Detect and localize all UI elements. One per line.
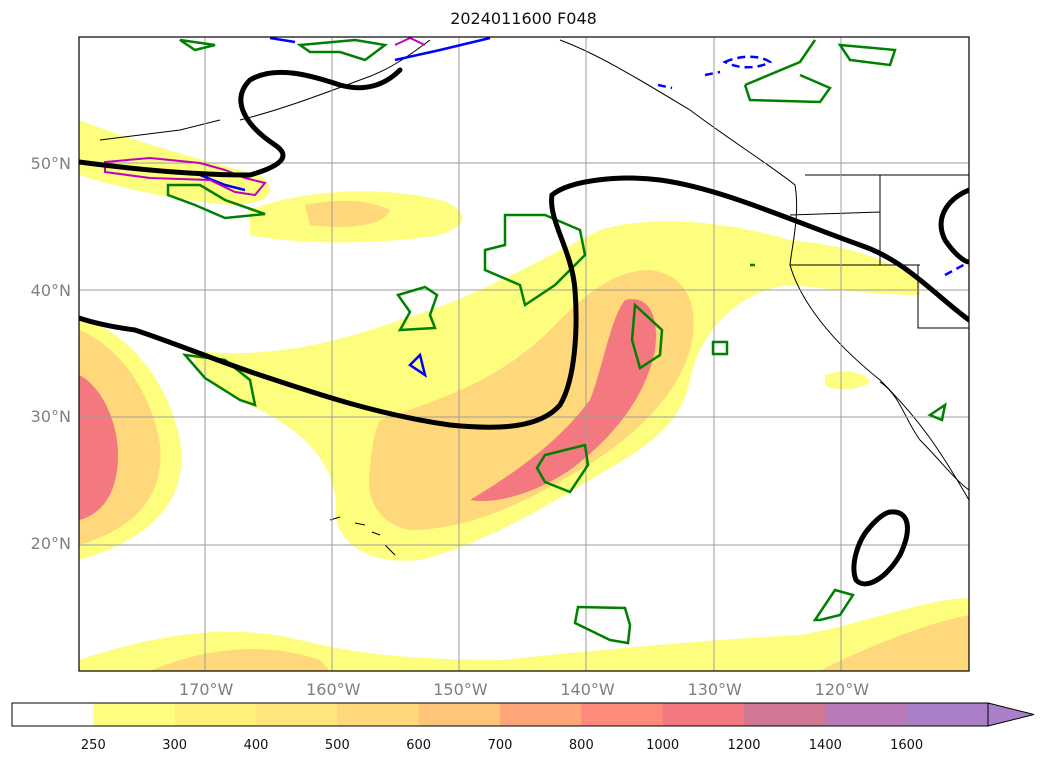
ivt-fill-river-core [470, 299, 656, 501]
colorbar-tick-label: 800 [568, 738, 594, 753]
blue-contour-north [269, 37, 491, 62]
lon-label: 140°W [560, 680, 615, 699]
black-contour-east [938, 187, 969, 265]
colorbar-tick-label: 250 [80, 738, 106, 753]
magenta-contour-north [394, 37, 426, 46]
alaska-coast [239, 39, 431, 121]
colorbar-tick-label: 400 [243, 738, 269, 753]
magenta-contour-nw [104, 156, 267, 197]
green-contour-north [179, 38, 389, 62]
blue-contours [199, 37, 969, 378]
colorbar-segment [93, 703, 176, 726]
colorbar-tick-label: 1400 [808, 738, 842, 753]
colorbar-segment [581, 703, 664, 726]
lat-label: 20°N [30, 534, 71, 554]
colorbar-tick-label: 1200 [727, 738, 761, 753]
colorbar-segment [256, 703, 338, 726]
colorbar-tick-label: 600 [406, 738, 432, 753]
green-contour-ne [743, 39, 897, 104]
ivt-fill-socal [825, 371, 870, 390]
green-contour-south2 [573, 605, 632, 645]
colorbar-segment [662, 703, 745, 726]
ivt-fill-river-north-mid [305, 200, 390, 227]
us-border-lines [789, 174, 969, 329]
hawaii-islands [329, 516, 396, 556]
colorbar-segment [825, 703, 908, 726]
green-contour-west [181, 353, 257, 407]
lon-label: 150°W [433, 680, 488, 699]
ivt-fill-south-mid [150, 615, 969, 671]
colorbar-segment [337, 703, 420, 726]
ivt-fill-west-core [79, 375, 118, 520]
colorbar-frame [11, 702, 989, 727]
colorbar-segment [906, 703, 989, 726]
ivt-filled-contours [79, 120, 969, 671]
colorbar-tick-label: 1600 [890, 738, 924, 753]
map-frame [78, 36, 970, 672]
lon-label: 160°W [306, 680, 361, 699]
lat-label: 50°N [30, 153, 71, 173]
blue-contour-dashed-ne [657, 55, 773, 90]
lon-label: 120°W [814, 680, 870, 699]
green-contour-se [812, 588, 855, 622]
colorbar-tick-label: 500 [324, 738, 350, 753]
blue-contour-dashed-east [944, 260, 969, 277]
green-contour-central [483, 213, 587, 308]
green-contour-east [630, 302, 664, 370]
colorbar-segment [500, 703, 582, 726]
colorbar-segment [744, 703, 826, 726]
black-contour-main [79, 175, 969, 430]
green-contours [166, 38, 947, 645]
ivt-fill-south [79, 598, 969, 671]
colorbar-segment [174, 703, 257, 726]
coastlines [99, 39, 969, 556]
lon-label: 170°W [178, 680, 234, 699]
colorbar-segment [12, 703, 94, 726]
green-contour-mexico [927, 402, 947, 422]
green-contour-small [711, 263, 755, 356]
green-contour-south [535, 443, 590, 494]
mexico-coast [879, 381, 969, 491]
colorbar-extend-arrow [987, 702, 1035, 727]
map-title: 2024011600 F048 [450, 9, 597, 28]
lat-label: 40°N [30, 280, 71, 300]
aleutian-islands [99, 119, 221, 141]
green-contour-nw [166, 183, 266, 220]
colorbar-tick-label: 1000 [646, 738, 680, 753]
colorbar-segment [418, 703, 501, 726]
blue-contour-mid [408, 352, 427, 378]
blue-contour-nw [199, 173, 246, 192]
colorbar-tick-label: 700 [487, 738, 513, 753]
north-america-coast [559, 39, 969, 501]
lat-label: 30°N [30, 407, 71, 427]
black-contour-loop [851, 509, 910, 587]
black-contours [79, 67, 969, 587]
magenta-contours [104, 37, 426, 197]
colorbar-tick-label: 300 [162, 738, 188, 753]
green-contour-mid [395, 285, 439, 332]
black-contour-north [79, 67, 403, 178]
lon-label: 130°W [687, 680, 742, 699]
colorbar [11, 702, 1035, 727]
